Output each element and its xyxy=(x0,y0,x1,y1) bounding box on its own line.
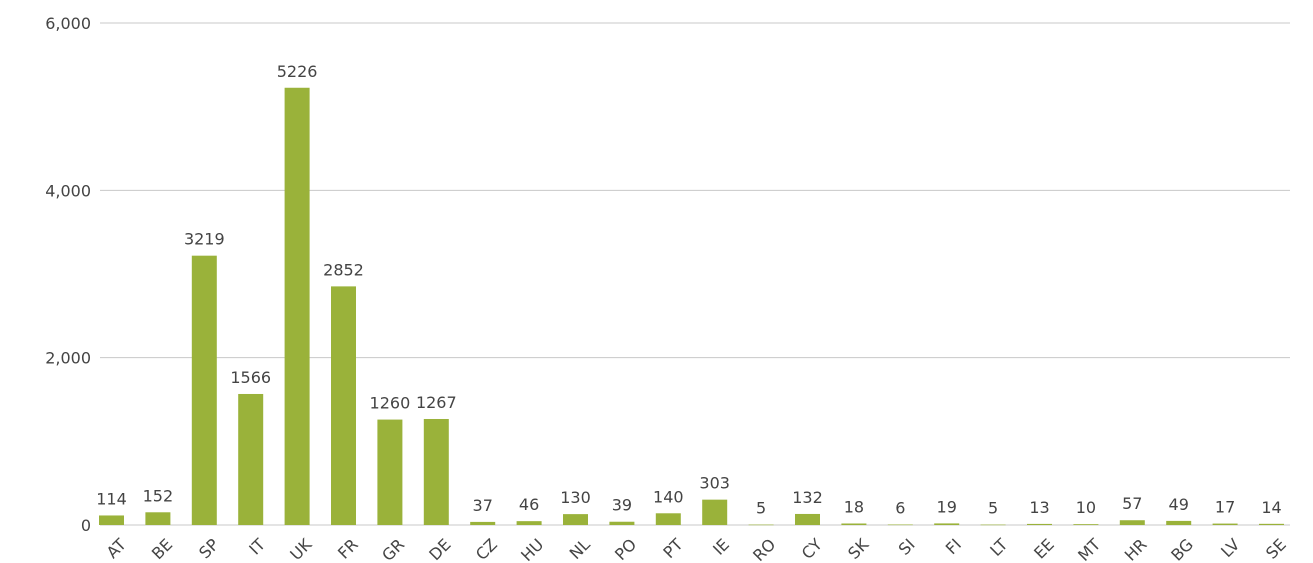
data-label-sk: 18 xyxy=(844,497,864,516)
x-tick-label-lt: LT xyxy=(986,535,1011,560)
x-axis-ticks: AT BE SP IT UK FR GR DE CZ HU NL PO PT IE RO CY SK SI FI LT… xyxy=(103,535,1290,563)
x-tick-label-cy: CY xyxy=(798,535,826,563)
x-tick-label-fr: FR xyxy=(334,535,362,563)
y-axis-ticks: 0 2,000 4,000 6,000 xyxy=(45,14,91,535)
bar-be xyxy=(145,512,171,525)
bar-hr xyxy=(1119,520,1145,525)
data-label-ie: 303 xyxy=(699,474,730,493)
data-label-hr: 57 xyxy=(1122,494,1142,513)
bar-gr xyxy=(377,419,403,525)
data-label-gr: 1260 xyxy=(370,394,411,413)
data-label-si: 6 xyxy=(895,498,905,517)
bar-lt xyxy=(980,524,1006,526)
data-label-bg: 49 xyxy=(1169,495,1189,514)
x-tick-label-cz: CZ xyxy=(472,535,501,563)
data-label-lt: 5 xyxy=(988,499,998,518)
bar-po xyxy=(609,521,635,525)
y-tick-label: 6,000 xyxy=(45,14,91,33)
bar-bg xyxy=(1166,520,1192,525)
gridlines xyxy=(100,22,1290,526)
bar-ro xyxy=(748,524,774,526)
data-label-be: 152 xyxy=(143,486,174,505)
x-tick-label-sk: SK xyxy=(844,535,872,563)
data-label-uk: 5226 xyxy=(277,62,318,81)
bar-uk xyxy=(284,87,310,526)
x-tick-label-at: AT xyxy=(103,535,130,562)
x-tick-label-hr: HR xyxy=(1121,535,1151,563)
x-tick-label-ro: RO xyxy=(749,535,779,563)
bar-cz xyxy=(470,521,496,525)
x-tick-label-po: PO xyxy=(611,535,640,563)
y-tick-label: 2,000 xyxy=(45,349,91,368)
data-label-fr: 2852 xyxy=(323,260,364,279)
x-tick-label-gr: GR xyxy=(378,535,408,563)
x-tick-label-nl: NL xyxy=(566,535,594,563)
data-label-ro: 5 xyxy=(756,499,766,518)
x-tick-label-mt: MT xyxy=(1074,535,1104,563)
bar-cy xyxy=(795,513,820,525)
x-tick-label-se: SE xyxy=(1262,535,1290,563)
bar-hu xyxy=(516,521,542,525)
data-label-ee: 13 xyxy=(1029,498,1049,517)
bar-se xyxy=(1259,523,1284,525)
data-label-at: 114 xyxy=(96,489,127,508)
bar-nl xyxy=(563,514,588,525)
bar-ee xyxy=(1027,523,1052,525)
x-tick-label-it: IT xyxy=(245,535,269,559)
x-tick-label-sp: SP xyxy=(195,535,223,563)
data-label-cy: 132 xyxy=(792,488,823,507)
data-label-it: 1566 xyxy=(230,368,271,387)
data-label-de: 1267 xyxy=(416,393,457,412)
bar-pt xyxy=(655,513,681,525)
x-tick-label-ie: IE xyxy=(709,535,733,559)
bar-si xyxy=(887,524,913,526)
data-label-pt: 140 xyxy=(653,487,684,506)
y-tick-label: 0 xyxy=(81,516,91,535)
x-tick-label-hu: HU xyxy=(517,535,547,563)
data-labels: 114 152 3219 1566 5226 2852 1260 1267 37 46 130 39 1… xyxy=(96,62,1281,518)
bar-lv xyxy=(1212,523,1238,525)
x-tick-label-pt: PT xyxy=(659,535,686,562)
data-label-sp: 3219 xyxy=(184,230,225,249)
bar-at xyxy=(99,515,124,525)
data-label-cz: 37 xyxy=(473,496,493,515)
data-label-nl: 130 xyxy=(560,488,591,507)
x-tick-label-be: BE xyxy=(148,535,176,563)
data-label-lv: 17 xyxy=(1215,498,1235,517)
y-tick-label: 4,000 xyxy=(45,181,91,200)
bar-de xyxy=(423,418,449,525)
bar-mt xyxy=(1073,524,1099,525)
bar-ie xyxy=(702,499,728,525)
bar-it xyxy=(238,393,264,525)
data-label-hu: 46 xyxy=(519,495,539,514)
bar-sp xyxy=(191,255,217,525)
bars xyxy=(99,87,1284,526)
x-tick-label-de: DE xyxy=(425,535,454,563)
x-tick-label-uk: UK xyxy=(286,535,315,563)
x-tick-label-si: SI xyxy=(895,535,919,559)
x-tick-label-fi: FI xyxy=(942,535,965,558)
data-label-mt: 10 xyxy=(1076,498,1096,517)
x-tick-label-ee: EE xyxy=(1030,535,1058,563)
data-label-se: 14 xyxy=(1261,498,1281,517)
data-label-fi: 19 xyxy=(937,497,957,516)
bar-fi xyxy=(934,523,960,525)
bar-sk xyxy=(841,523,867,525)
data-label-po: 39 xyxy=(612,496,632,515)
bar-fr xyxy=(331,286,356,525)
x-tick-label-lv: LV xyxy=(1217,535,1243,561)
x-tick-label-bg: BG xyxy=(1167,535,1197,563)
